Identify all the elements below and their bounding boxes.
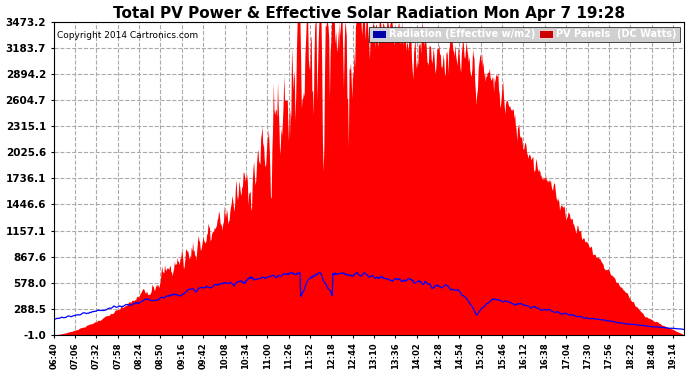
Title: Total PV Power & Effective Solar Radiation Mon Apr 7 19:28: Total PV Power & Effective Solar Radiati… [113,6,625,21]
Legend: Radiation (Effective w/m2), PV Panels  (DC Watts): Radiation (Effective w/m2), PV Panels (D… [369,27,680,42]
Text: Copyright 2014 Cartronics.com: Copyright 2014 Cartronics.com [57,31,198,40]
